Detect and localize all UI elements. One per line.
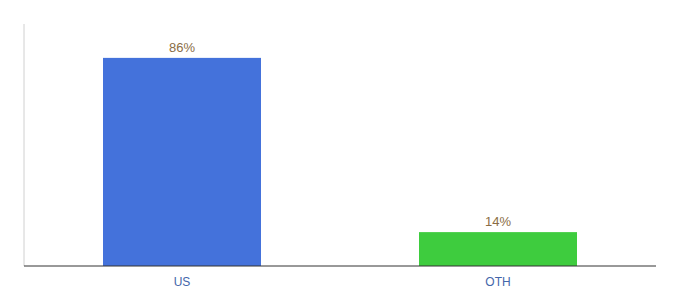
data-label: 86% <box>169 40 195 55</box>
bars <box>103 58 577 266</box>
x-tick-label: US <box>174 275 191 289</box>
chart-container: 86% 14% US OTH <box>0 0 680 300</box>
chart-svg: 86% 14% US OTH <box>0 0 680 300</box>
x-axis-line <box>24 266 656 267</box>
page: {"chart_data": {"type": "bar", "categori… <box>0 0 680 300</box>
x-tick-label: OTH <box>485 275 510 289</box>
data-label: 14% <box>485 214 511 229</box>
x-tick-labels: US OTH <box>174 275 511 289</box>
bar <box>103 58 261 266</box>
y-axis-line <box>24 24 25 266</box>
bar <box>419 232 577 266</box>
data-labels: 86% 14% <box>169 40 511 229</box>
